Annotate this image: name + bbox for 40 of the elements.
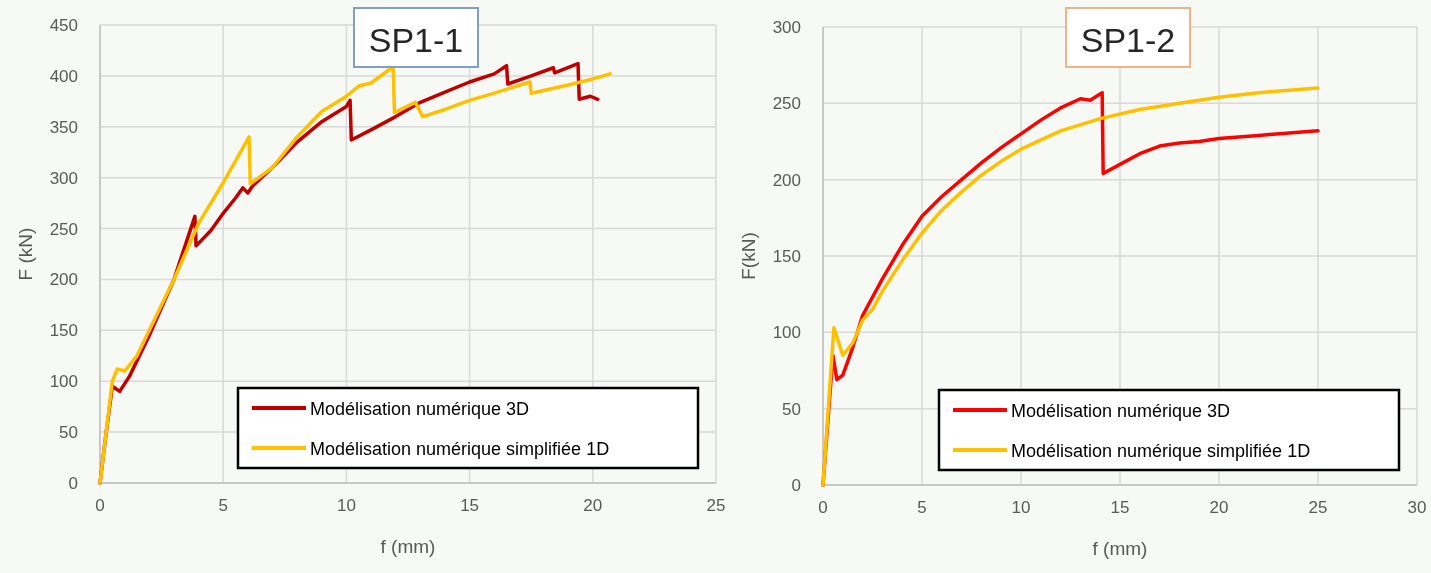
x-tick-label: 25	[1308, 498, 1328, 517]
y-tick-label: 400	[49, 66, 78, 86]
y-tick-label: 50	[59, 423, 78, 443]
chart-title: SP1-1	[368, 21, 464, 59]
y-tick-label: 300	[49, 168, 78, 188]
legend-label: Modélisation numérique simplifiée 1D	[310, 439, 610, 459]
x-tick-label: 0	[95, 496, 105, 515]
x-tick-label: 25	[706, 496, 726, 515]
y-tick-label: 100	[49, 372, 78, 392]
y-tick-label: 150	[49, 321, 78, 341]
x-tick-label: 10	[336, 496, 356, 515]
x-tick-label: 5	[218, 496, 228, 515]
x-tick-label: 30	[1407, 498, 1427, 517]
x-tick-label: 5	[917, 498, 927, 517]
x-axis-title: f (mm)	[1092, 538, 1148, 559]
chart-title: SP1-2	[1080, 21, 1176, 59]
y-axis-title: F(kN)	[738, 232, 759, 280]
y-tick-label: 350	[49, 117, 78, 137]
y-tick-label: 450	[49, 16, 78, 35]
y-tick-label: 300	[772, 18, 801, 37]
x-tick-label: 15	[460, 496, 480, 515]
y-tick-label: 250	[49, 219, 78, 239]
y-tick-label: 250	[772, 94, 801, 114]
y-axis-title: F (kN)	[15, 227, 36, 281]
x-axis-title: f (mm)	[380, 536, 436, 557]
y-tick-label: 0	[68, 474, 78, 493]
y-tick-label: 50	[782, 399, 801, 419]
y-tick-label: 100	[772, 323, 801, 343]
y-tick-label: 150	[772, 247, 801, 266]
y-tick-label: 200	[772, 170, 801, 190]
x-tick-label: 20	[1209, 498, 1229, 517]
legend-label: Modélisation numérique simplifiée 1D	[1011, 441, 1311, 461]
y-tick-label: 200	[49, 270, 78, 290]
legend-label: Modélisation numérique 3D	[310, 399, 530, 419]
x-tick-label: 0	[818, 498, 828, 517]
x-tick-label: 15	[1110, 498, 1130, 517]
y-tick-label: 0	[791, 476, 801, 495]
x-tick-label: 10	[1011, 498, 1031, 517]
legend-label: Modélisation numérique 3D	[1011, 401, 1231, 421]
x-tick-label: 20	[583, 496, 603, 515]
